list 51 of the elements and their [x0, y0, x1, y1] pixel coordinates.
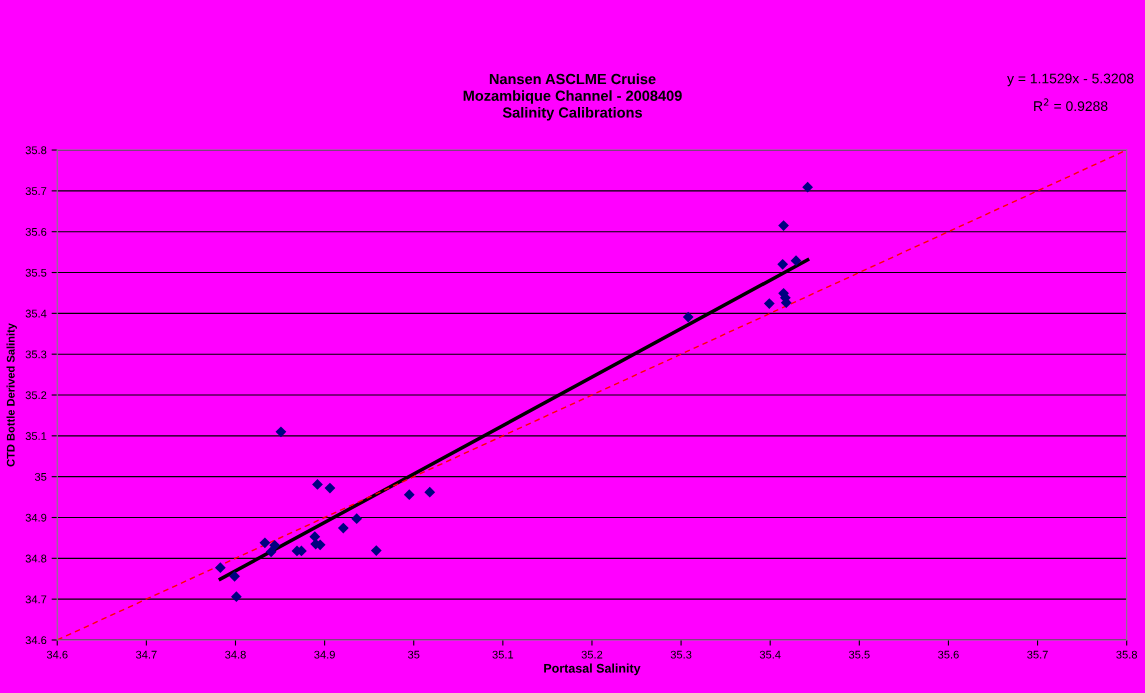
y-tick-label: 35.4 — [25, 309, 47, 318]
x-tick-label: 35.8 — [1116, 650, 1138, 659]
point — [370, 545, 382, 556]
point — [269, 539, 281, 551]
y-tick-label: 34.8 — [25, 554, 47, 563]
y-tick-label: 35.7 — [25, 187, 47, 195]
x-tick-label: 35 — [407, 650, 420, 659]
y-tick-label: 35.3 — [25, 350, 47, 359]
point — [324, 482, 336, 494]
y-tick-label: 34.9 — [25, 513, 47, 522]
point — [214, 562, 226, 574]
point — [265, 546, 277, 558]
x-tick-label: 35.1 — [492, 650, 514, 659]
y-tick-label: 34.6 — [25, 636, 47, 645]
x-tick-label: 34.6 — [46, 650, 68, 659]
point — [802, 181, 814, 193]
point — [337, 522, 349, 534]
text: R$^{2}$ = 0.9288 — [1034, 98, 1108, 112]
point — [763, 298, 775, 309]
x-tick-label: 35.4 — [759, 650, 781, 659]
x-tick-label: 34.9 — [314, 650, 335, 659]
x-tick-label: 35.5 — [848, 650, 870, 659]
x-tick-label: 35.3 — [670, 650, 692, 659]
y-axis-title: CTD Bottle Derived Salinity — [6, 323, 17, 467]
x-tick-label: 35.6 — [938, 650, 959, 659]
point — [259, 537, 271, 549]
y-tick-label: 34.7 — [25, 595, 47, 604]
text: y = 1.1529x - 5.3208 — [1007, 73, 1134, 87]
chart-title: Nansen ASCLME Cruise Mozambique Channel - 2008409 Salinity Calibrations — [463, 73, 682, 121]
x-tick-label: 34.8 — [225, 650, 246, 659]
y-tick-label: 35.8 — [25, 146, 47, 155]
y-tick-label: 35.5 — [25, 268, 47, 277]
point — [682, 311, 694, 323]
y-tick-label: 35.6 — [25, 227, 47, 236]
point — [351, 513, 363, 525]
y-tick-label: 35 — [34, 472, 47, 481]
point — [403, 489, 415, 501]
point — [231, 591, 242, 603]
y-tick-label: 35.2 — [25, 391, 47, 400]
point — [778, 220, 789, 231]
point — [777, 258, 789, 270]
point — [275, 426, 287, 438]
x-tick-label: 35.7 — [1027, 650, 1048, 659]
x-tick-label: 35.2 — [581, 650, 603, 659]
point — [312, 479, 323, 490]
x-tick-label: 34.7 — [135, 650, 157, 659]
x-axis-title: Portasal Salinity — [544, 663, 641, 676]
point — [229, 570, 240, 582]
point — [790, 255, 802, 267]
y-tick-label: 35.1 — [25, 432, 47, 440]
point — [424, 486, 436, 498]
